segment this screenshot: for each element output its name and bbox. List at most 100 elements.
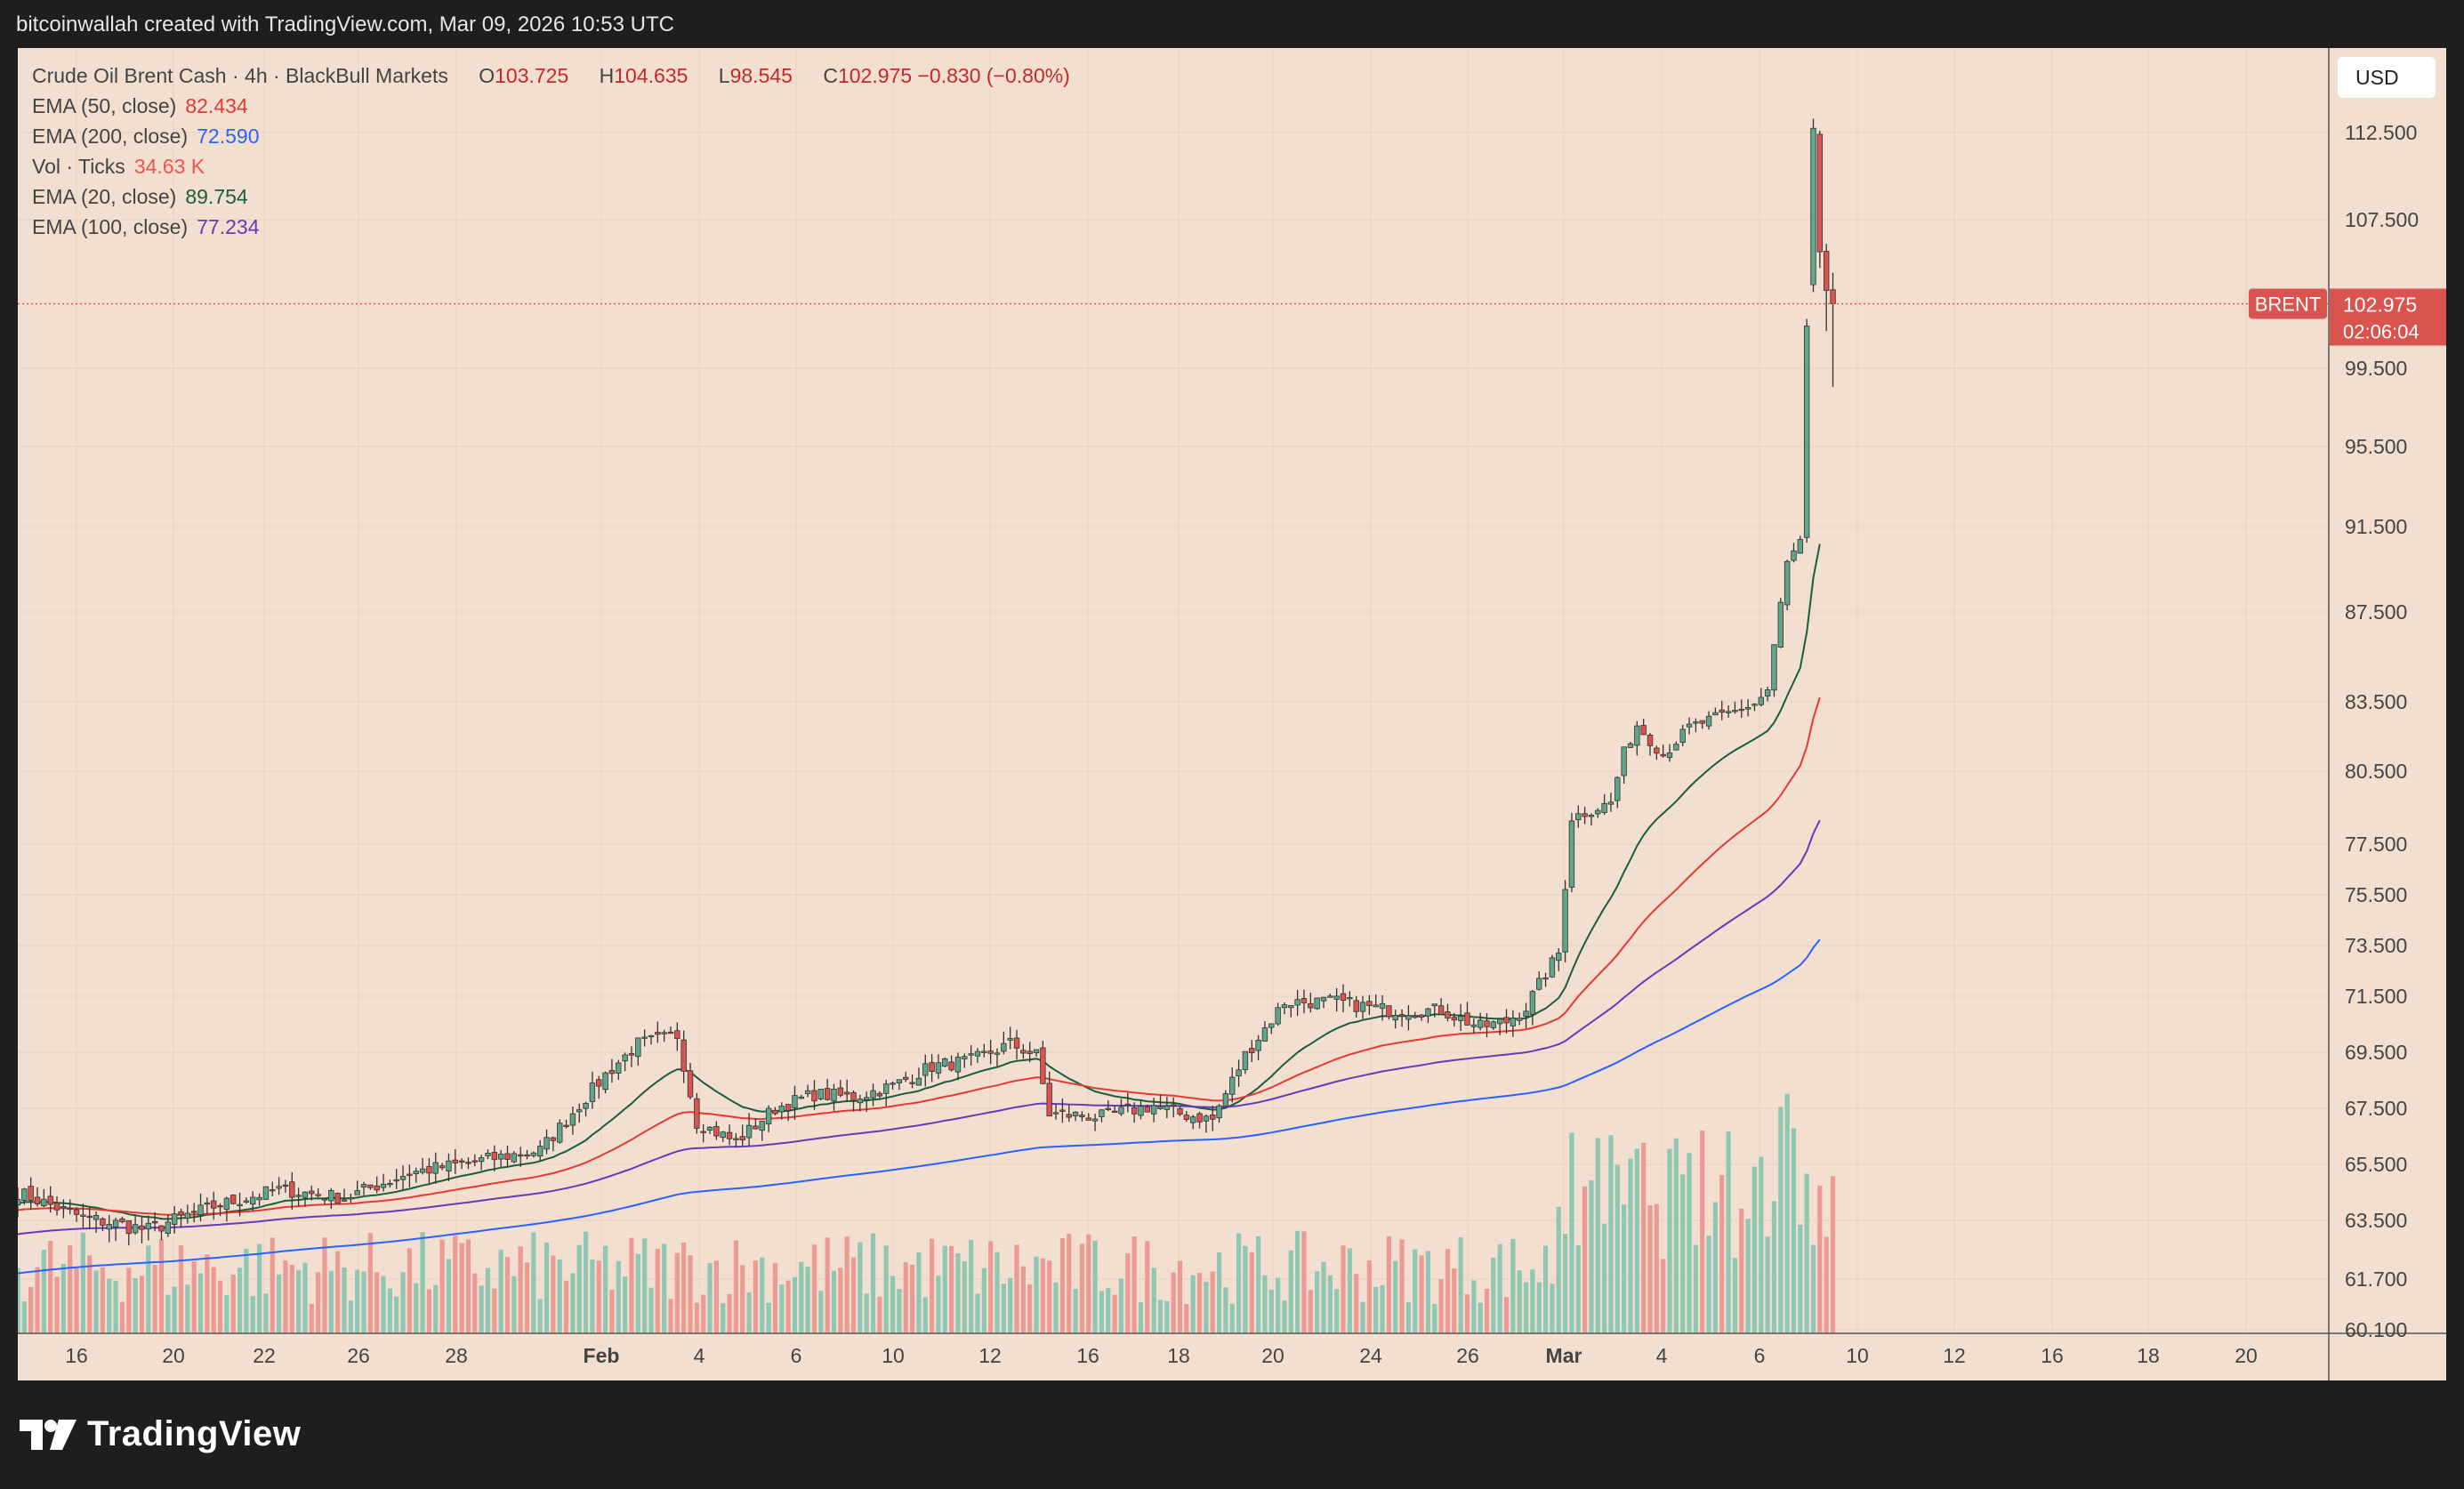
volume-bar [949,1245,954,1333]
indicator-label: EMA (100, close) [32,215,189,238]
volume-bar [197,1273,204,1333]
x-tick-label: 20 [1261,1344,1284,1367]
candle [1686,723,1693,728]
candle [367,1184,374,1188]
chart-caption: bitcoinwallah created with TradingView.c… [16,12,674,36]
candle [733,1138,739,1140]
volume-bar [87,1255,93,1333]
candle [1066,1114,1072,1118]
volume-bar [955,1253,961,1333]
candle [667,1031,674,1034]
y-tick-label: 112.500 [2345,121,2417,144]
high-value: 104.635 [614,64,688,87]
x-tick-label: 6 [791,1344,802,1367]
volume-bar [446,1259,452,1333]
candle [119,1218,125,1222]
candle [250,1196,256,1205]
volume-bar [668,1299,673,1333]
y-tick-label: 87.500 [2345,600,2407,624]
volume-bar [152,1264,157,1333]
volume-bar [576,1244,582,1333]
candle [348,1197,354,1200]
volume-bar [942,1245,947,1333]
candle [282,1184,289,1187]
volume-bar [426,1289,432,1333]
candle [204,1202,211,1205]
currency-button[interactable]: USD [2338,57,2436,98]
volume-bar [355,1269,360,1333]
volume-bar [1628,1158,1633,1333]
symbol-title[interactable]: Crude Oil Brent Cash · 4h · BlackBull Ma… [32,64,448,87]
candle [1001,1042,1007,1052]
candle [1046,1083,1052,1117]
indicator-ema50[interactable]: EMA (50, close) 82.434 [32,91,1070,121]
candle [28,1186,34,1201]
volume-bar [1092,1240,1098,1333]
volume-bar [1125,1253,1131,1333]
candle [831,1089,837,1102]
volume-bar [766,1302,771,1333]
tradingview-logo[interactable]: TradingView [20,1414,301,1454]
candle [1111,1110,1118,1114]
candle [1275,1007,1281,1025]
indicator-ema100[interactable]: EMA (100, close) 77.234 [32,212,1070,242]
volume-bar [1223,1287,1228,1333]
x-tick-label: 12 [978,1344,1002,1367]
volume-bar [518,1246,523,1333]
candle [145,1222,151,1230]
candle [413,1171,419,1174]
candle [753,1125,759,1130]
volume-bar [1276,1277,1281,1333]
candle [694,1098,700,1129]
candle [328,1190,334,1202]
candle [1588,815,1595,817]
volume-bar [962,1260,967,1333]
candle [1431,1003,1437,1007]
volume-bar [1249,1252,1254,1333]
change-value: −0.830 (−0.80%) [917,64,1070,87]
volume-bar [191,1261,197,1333]
volume-bar [1706,1235,1711,1333]
indicator-ema200[interactable]: EMA (200, close) 72.590 [32,121,1070,151]
candle [550,1137,557,1141]
candle [178,1211,184,1216]
volume-bar [1771,1201,1777,1333]
candle [1562,889,1568,953]
volume-bar [629,1237,634,1333]
volume-bar [1471,1280,1477,1333]
candle [190,1211,197,1213]
volume-bar [1556,1206,1561,1333]
candle [817,1089,825,1099]
volume-bar [707,1263,713,1333]
candle [1320,996,1327,1002]
volume-bar [1184,1303,1189,1333]
volume-bar [224,1294,229,1333]
candle [922,1063,929,1076]
volume-bar [1164,1300,1170,1333]
volume-bar [1001,1284,1006,1333]
price-chart[interactable]: 112.500 107.500 99.500 95.500 91.500 87.500 83… [18,48,2446,1380]
candle [648,1034,655,1038]
candle [419,1168,426,1173]
x-tick-label: 4 [694,1344,705,1367]
chart-panel[interactable]: 112.500 107.500 99.500 95.500 91.500 87.500 83… [18,48,2446,1380]
volume-bar [1118,1278,1124,1333]
candle [1170,1104,1177,1107]
candle [1255,1039,1261,1051]
volume-bar [1360,1301,1365,1333]
candle [706,1126,713,1131]
indicator-volume[interactable]: Vol · Ticks 34.63 K [32,151,1070,181]
volume-bar [407,1248,412,1333]
tradingview-logo-icon [20,1419,76,1450]
volume-bar [165,1294,171,1333]
candle [112,1219,119,1227]
candle [1300,998,1308,1003]
volume-bar [1027,1284,1033,1333]
indicator-ema20[interactable]: EMA (20, close) 89.754 [32,181,1070,212]
volume-bar [439,1239,445,1333]
volume-bar [1282,1300,1287,1333]
volume-bar [772,1263,778,1333]
price-axis [2329,48,2446,1380]
x-tick-label: 22 [253,1344,276,1367]
candle [1477,1019,1484,1028]
